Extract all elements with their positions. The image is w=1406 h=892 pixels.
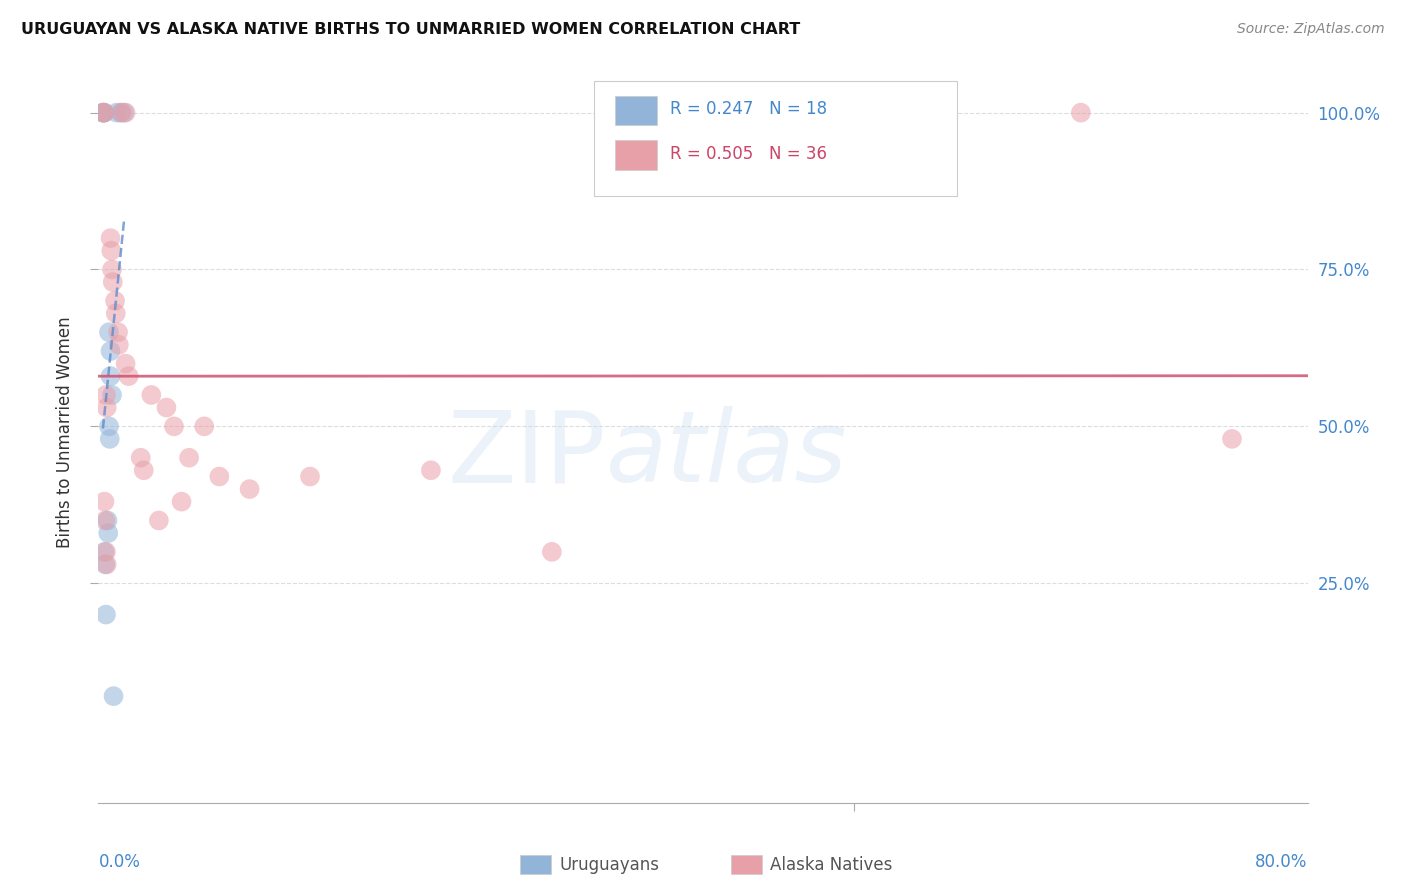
Point [93, 494, 115, 508]
FancyBboxPatch shape [595, 81, 957, 195]
Point [96, 401, 118, 415]
Point [100, 231, 122, 245]
Bar [614, 95, 657, 126]
Text: atlas: atlas [606, 407, 848, 503]
Text: R = 0.247   N = 18: R = 0.247 N = 18 [671, 100, 828, 118]
Point [163, 419, 186, 434]
Point [103, 689, 125, 703]
Point [104, 293, 127, 308]
Point [97, 526, 120, 541]
Point [94, 558, 117, 572]
Point [98, 419, 121, 434]
Point [104, 306, 127, 320]
Point [155, 401, 177, 415]
Point [1220, 432, 1243, 446]
Point [193, 419, 215, 434]
Text: R = 0.505   N = 36: R = 0.505 N = 36 [671, 145, 827, 162]
Point [141, 388, 163, 402]
Point [540, 545, 562, 559]
Point [96, 513, 118, 527]
Point [107, 325, 129, 339]
Point [91, 105, 114, 120]
Point [100, 344, 122, 359]
Point [98, 325, 121, 339]
Point [93, 545, 115, 559]
Point [94, 513, 117, 527]
Point [179, 450, 201, 465]
Point [100, 244, 122, 258]
Bar [614, 140, 657, 169]
Point [93, 105, 115, 120]
Point [94, 388, 117, 402]
Point [239, 482, 262, 496]
Text: 80.0%: 80.0% [1256, 853, 1308, 871]
Point [100, 369, 122, 384]
Point [170, 494, 193, 508]
Point [118, 369, 141, 384]
Point [148, 513, 170, 527]
Y-axis label: Births to Unmarried Women: Births to Unmarried Women [56, 317, 75, 549]
Point [112, 105, 135, 120]
Point [114, 105, 136, 120]
Point [129, 450, 152, 465]
Text: 0.0%: 0.0% [98, 853, 141, 871]
Point [94, 607, 117, 622]
Point [299, 469, 322, 483]
Point [420, 463, 443, 477]
Point [101, 388, 124, 402]
Point [101, 262, 124, 277]
Point [101, 275, 124, 289]
Point [110, 105, 132, 120]
Point [94, 545, 117, 559]
Text: Alaska Natives: Alaska Natives [770, 856, 893, 874]
Point [93, 105, 115, 120]
Point [114, 357, 136, 371]
Text: ZIP: ZIP [449, 407, 606, 503]
Point [208, 469, 231, 483]
Point [132, 463, 155, 477]
Point [105, 105, 128, 120]
Point [93, 105, 115, 120]
Point [96, 558, 118, 572]
Text: Source: ZipAtlas.com: Source: ZipAtlas.com [1237, 22, 1385, 37]
Point [98, 432, 121, 446]
Text: URUGUAYAN VS ALASKA NATIVE BIRTHS TO UNMARRIED WOMEN CORRELATION CHART: URUGUAYAN VS ALASKA NATIVE BIRTHS TO UNM… [21, 22, 800, 37]
Text: Uruguayans: Uruguayans [560, 856, 659, 874]
Point [1070, 105, 1092, 120]
Point [91, 105, 114, 120]
Point [108, 338, 131, 352]
Point [110, 105, 132, 120]
